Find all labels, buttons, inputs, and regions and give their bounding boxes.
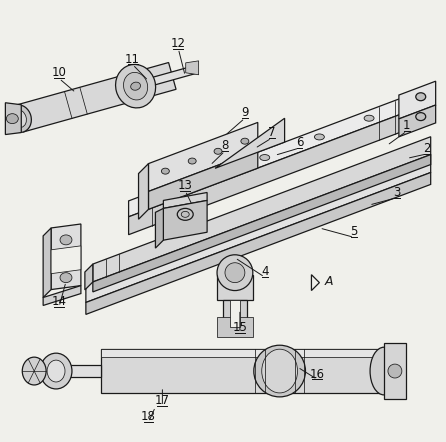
Ellipse shape [175, 187, 185, 192]
Polygon shape [43, 286, 81, 305]
Ellipse shape [161, 168, 169, 174]
Ellipse shape [60, 235, 72, 245]
Text: 1: 1 [403, 119, 411, 132]
Text: 10: 10 [52, 66, 66, 80]
Polygon shape [101, 349, 384, 393]
Ellipse shape [416, 93, 426, 101]
Ellipse shape [124, 72, 148, 100]
Text: 18: 18 [141, 410, 156, 423]
Polygon shape [51, 224, 81, 290]
Polygon shape [230, 300, 240, 328]
Text: A: A [325, 275, 334, 288]
Ellipse shape [47, 360, 65, 382]
Text: 12: 12 [171, 37, 186, 50]
Text: 6: 6 [296, 136, 303, 149]
Ellipse shape [388, 364, 402, 378]
Ellipse shape [7, 105, 31, 133]
Text: 16: 16 [310, 368, 325, 381]
Ellipse shape [370, 347, 398, 395]
Ellipse shape [181, 211, 189, 217]
Ellipse shape [314, 134, 324, 140]
Polygon shape [163, 192, 207, 208]
Polygon shape [186, 61, 198, 75]
Polygon shape [144, 66, 196, 88]
Polygon shape [215, 118, 285, 168]
Ellipse shape [60, 273, 72, 282]
Polygon shape [384, 343, 406, 399]
Text: 13: 13 [178, 179, 193, 192]
Polygon shape [85, 264, 93, 290]
Polygon shape [149, 150, 258, 210]
Ellipse shape [262, 349, 297, 393]
Polygon shape [93, 155, 431, 292]
Ellipse shape [116, 65, 156, 108]
Ellipse shape [40, 353, 72, 389]
Polygon shape [93, 137, 431, 282]
Ellipse shape [416, 113, 426, 121]
Ellipse shape [241, 138, 249, 144]
Polygon shape [128, 104, 429, 235]
Polygon shape [139, 164, 149, 219]
Ellipse shape [215, 171, 225, 177]
Text: 3: 3 [393, 186, 401, 199]
Ellipse shape [188, 158, 196, 164]
Polygon shape [217, 274, 253, 300]
Polygon shape [5, 103, 21, 134]
Text: 7: 7 [268, 126, 276, 139]
Ellipse shape [364, 115, 374, 121]
Ellipse shape [12, 110, 26, 127]
Polygon shape [128, 88, 429, 217]
Polygon shape [149, 122, 258, 191]
Polygon shape [16, 62, 176, 132]
Ellipse shape [254, 345, 306, 397]
Text: 17: 17 [155, 394, 170, 408]
Ellipse shape [22, 357, 46, 385]
Polygon shape [155, 208, 163, 248]
Ellipse shape [225, 263, 245, 282]
Ellipse shape [260, 155, 270, 160]
Ellipse shape [217, 255, 253, 290]
Text: 8: 8 [221, 139, 229, 152]
Polygon shape [399, 105, 436, 137]
Text: 5: 5 [351, 225, 358, 238]
Text: 4: 4 [261, 265, 268, 278]
Polygon shape [43, 228, 51, 297]
Text: 2: 2 [423, 142, 430, 155]
Text: 11: 11 [125, 53, 140, 65]
Ellipse shape [131, 82, 140, 90]
Polygon shape [399, 81, 436, 119]
Polygon shape [36, 365, 101, 377]
Polygon shape [223, 300, 247, 328]
Polygon shape [86, 172, 431, 314]
Text: 15: 15 [232, 321, 248, 334]
Polygon shape [163, 200, 207, 240]
Ellipse shape [214, 149, 222, 154]
Polygon shape [101, 349, 384, 357]
Ellipse shape [6, 114, 18, 124]
Polygon shape [51, 246, 81, 274]
Polygon shape [86, 155, 431, 302]
Polygon shape [217, 317, 253, 337]
Text: 14: 14 [52, 295, 66, 308]
Text: 9: 9 [241, 106, 248, 119]
